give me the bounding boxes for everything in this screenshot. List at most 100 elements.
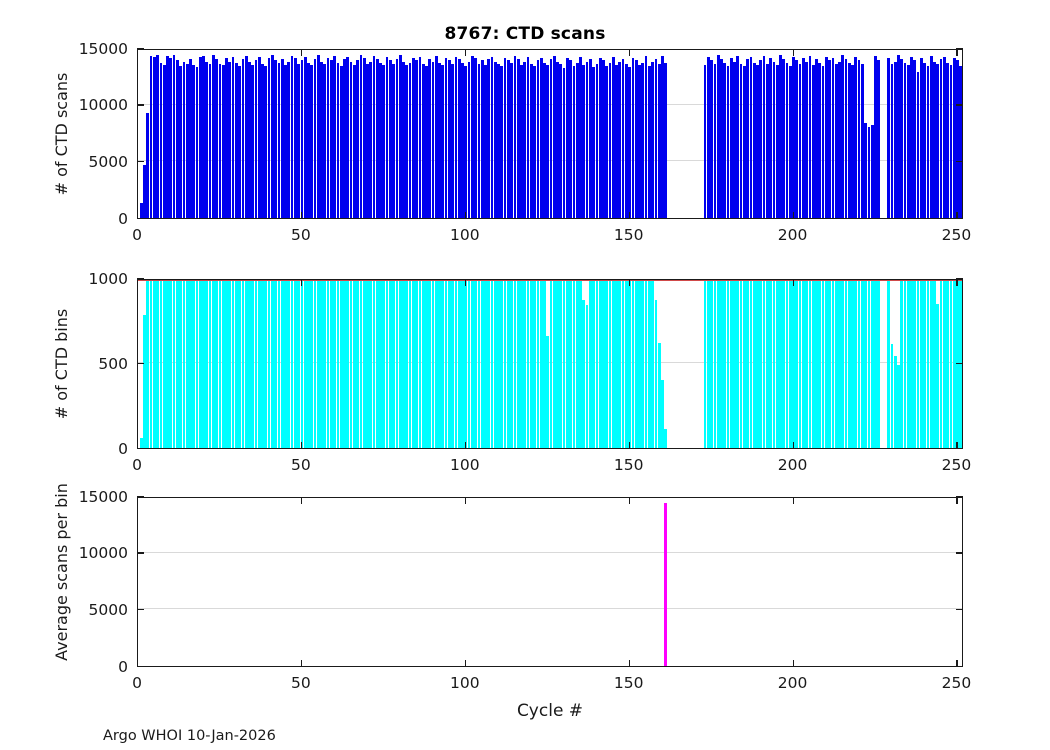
x-tick-mark — [792, 442, 794, 449]
data-bar — [549, 59, 553, 218]
data-bar — [274, 60, 277, 218]
data-bar — [261, 63, 264, 218]
data-bar — [451, 63, 454, 218]
data-bar — [641, 62, 645, 218]
y-tick-mark — [956, 161, 963, 163]
data-bar — [592, 67, 595, 218]
data-bar — [906, 65, 910, 218]
data-bar — [280, 280, 284, 448]
data-bar — [166, 55, 169, 218]
data-bar — [746, 280, 749, 448]
data-bar — [316, 280, 320, 448]
data-bar — [615, 280, 618, 448]
data-bar — [782, 59, 786, 218]
data-bar — [605, 280, 609, 448]
data-bar — [461, 62, 464, 218]
data-bar — [359, 54, 363, 218]
data-bar — [752, 280, 756, 448]
data-bar — [811, 280, 815, 448]
x-tick-mark — [300, 660, 303, 667]
x-tick-mark — [137, 212, 139, 219]
x-tick-mark — [792, 49, 794, 56]
data-bar — [893, 356, 897, 448]
data-bar — [225, 280, 228, 448]
data-bar — [441, 65, 445, 218]
y-tick-label: 0 — [118, 439, 128, 458]
data-bar — [507, 60, 510, 218]
data-bar — [759, 60, 763, 218]
data-bar — [890, 63, 894, 218]
data-bar — [497, 63, 500, 218]
data-bar — [756, 65, 759, 218]
data-bar — [189, 59, 192, 218]
data-bar — [838, 61, 841, 218]
data-bar — [582, 65, 586, 218]
data-bar — [202, 280, 205, 448]
data-bar — [847, 280, 851, 448]
data-bar — [834, 63, 838, 218]
data-bar — [936, 303, 940, 448]
data-bar — [320, 280, 323, 448]
data-bar — [428, 59, 432, 218]
data-bar — [788, 66, 792, 218]
data-bar — [949, 65, 953, 218]
x-tick-label: 100 — [449, 226, 480, 244]
data-bar — [608, 62, 612, 218]
ylabel-ctd-bins: # of CTD bins — [52, 308, 71, 420]
data-bar — [356, 60, 359, 218]
data-bar — [920, 58, 923, 218]
data-bar — [251, 280, 255, 448]
data-bar — [474, 280, 477, 448]
data-bar — [398, 280, 402, 448]
data-bar — [805, 61, 808, 218]
data-bar — [438, 62, 441, 218]
data-bar — [926, 66, 930, 218]
data-bar — [290, 55, 294, 218]
x-tick-mark — [464, 442, 467, 449]
x-tick-mark — [792, 279, 794, 286]
data-bar — [244, 55, 248, 218]
data-bar — [805, 280, 808, 448]
y-tick-mark — [137, 665, 144, 667]
data-bar — [743, 280, 746, 448]
data-bar — [346, 57, 350, 218]
data-bar — [903, 62, 907, 218]
data-bar — [723, 62, 727, 218]
y-tick-mark — [956, 552, 963, 554]
data-bar — [448, 60, 451, 218]
data-bar — [192, 280, 196, 448]
x-tick-label: 250 — [941, 456, 972, 474]
data-bar — [448, 280, 451, 448]
data-bar — [818, 280, 822, 448]
data-bar — [208, 280, 212, 448]
data-bar — [572, 66, 576, 218]
data-bar — [779, 280, 782, 448]
data-bar — [861, 63, 864, 218]
data-bar — [349, 61, 353, 218]
figure-footer: Argo WHOI 10-Jan-2026 — [103, 728, 276, 744]
data-bar — [834, 280, 838, 448]
data-bar — [146, 112, 150, 218]
data-bar — [785, 62, 789, 218]
data-bar — [929, 280, 933, 448]
data-bar — [284, 280, 287, 448]
data-bar — [271, 54, 274, 218]
data-bar — [634, 280, 638, 448]
data-bar — [434, 55, 438, 218]
data-bar — [392, 280, 395, 448]
data-bar — [710, 60, 713, 218]
data-bar — [831, 280, 835, 448]
data-bar — [647, 66, 651, 218]
x-tick-mark — [464, 49, 467, 56]
data-bar — [529, 280, 533, 448]
data-bar — [546, 65, 550, 218]
data-bar — [156, 280, 159, 448]
data-bar — [366, 280, 369, 448]
y-tick-mark — [137, 447, 144, 449]
panel-ctd-bins: 0 500 1000 0 50 100 150 200 250 — [89, 271, 972, 473]
data-bar — [841, 54, 845, 218]
data-bar — [749, 57, 753, 218]
x-tick-mark — [137, 279, 139, 286]
data-bar — [359, 280, 363, 448]
